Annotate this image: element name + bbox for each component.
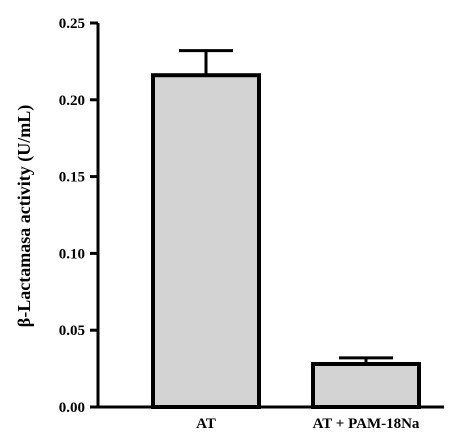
bar xyxy=(311,361,421,410)
x-category-labels: AT AT + PAM-18Na xyxy=(196,416,420,432)
y-tick-label: 0.00 xyxy=(59,400,85,416)
bar xyxy=(151,73,261,409)
axes xyxy=(96,23,444,409)
y-tick-label: 0.10 xyxy=(59,246,85,262)
y-tick-label: 0.20 xyxy=(59,93,85,109)
y-ticks: 0.00 0.05 0.10 0.15 0.20 0.25 xyxy=(59,16,98,416)
error-bars xyxy=(179,49,393,364)
bars xyxy=(151,73,421,410)
y-tick-label: 0.05 xyxy=(59,323,85,339)
x-category-label: AT xyxy=(196,416,216,432)
y-tick-label: 0.15 xyxy=(59,170,85,186)
y-tick-label: 0.25 xyxy=(59,16,85,32)
x-category-label: AT + PAM-18Na xyxy=(313,416,420,432)
y-axis-label: β-Lactamasa activity (U/mL) xyxy=(14,105,35,327)
